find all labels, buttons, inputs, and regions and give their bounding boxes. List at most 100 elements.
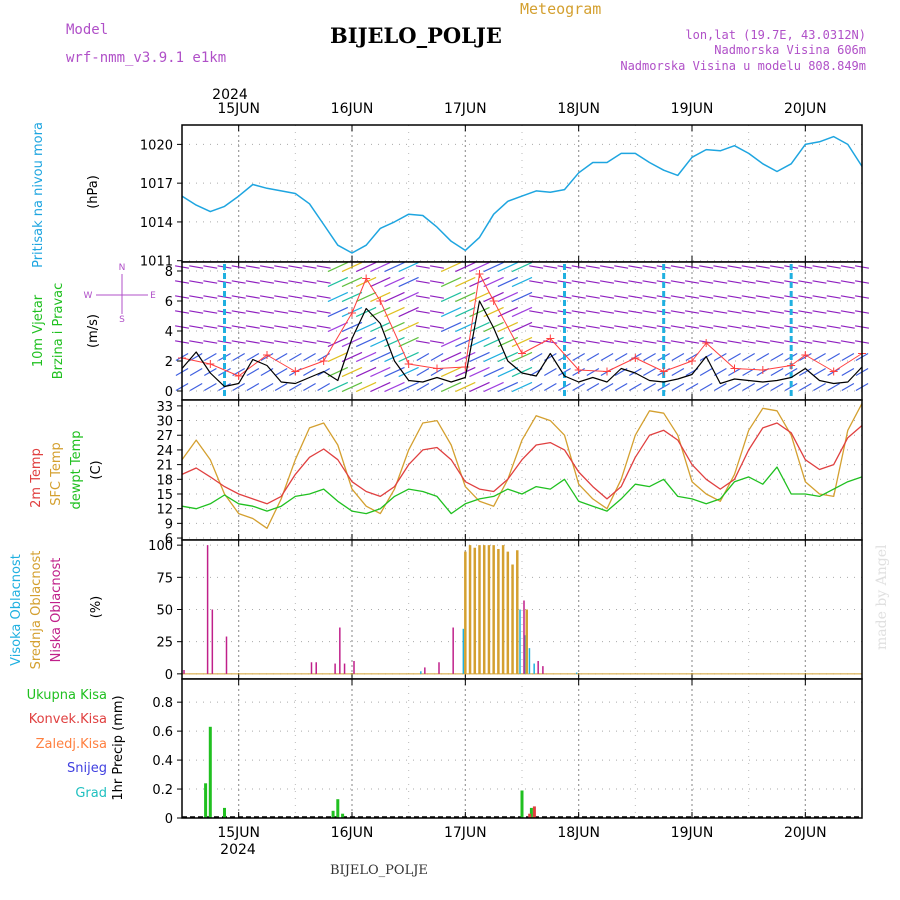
wind-arrow bbox=[812, 325, 827, 329]
wind-label-1: 10m Vjetar bbox=[31, 294, 46, 367]
wind-arrow bbox=[327, 381, 349, 393]
pressure-ytick-label: 1014 bbox=[140, 216, 173, 231]
wind-arrow bbox=[302, 280, 317, 284]
wind-arrow bbox=[455, 306, 476, 318]
wind-arrow bbox=[203, 382, 217, 392]
wind-arrow bbox=[232, 382, 246, 392]
day-label-bottom-16jun: 16JUN bbox=[331, 825, 374, 841]
wind-arrow bbox=[231, 295, 246, 299]
rain-conv-bar bbox=[528, 813, 532, 818]
wind-arrow bbox=[585, 310, 600, 314]
wind-arrow bbox=[812, 265, 827, 269]
wind-arrow bbox=[288, 340, 303, 344]
wind-arrow bbox=[826, 340, 841, 344]
wind-arrow bbox=[384, 321, 405, 333]
temperature-ytick-label: 27 bbox=[156, 429, 173, 444]
wind-arrow bbox=[355, 366, 377, 378]
wind-arrow bbox=[469, 261, 490, 273]
wind-arrow bbox=[827, 382, 841, 392]
wind-arrow bbox=[370, 351, 391, 363]
wind-arrow bbox=[288, 280, 303, 284]
wind-arrow bbox=[755, 325, 770, 329]
wind-arrow bbox=[727, 310, 742, 314]
precip-ytick-label: 0.6 bbox=[152, 725, 173, 740]
wind-arrow bbox=[316, 265, 331, 269]
wind-arrow bbox=[189, 280, 204, 284]
wind-arrow bbox=[614, 325, 629, 329]
day-label-bottom-15jun: 15JUN bbox=[217, 825, 260, 841]
day-label-top-16jun: 16JUN bbox=[331, 101, 374, 117]
temperature-ytick-label: 15 bbox=[156, 488, 173, 503]
wind-arrow bbox=[303, 367, 316, 377]
wind-arrow bbox=[398, 291, 419, 303]
precip-ytick-label: 0 bbox=[165, 812, 173, 827]
wind-arrow bbox=[245, 295, 260, 299]
wind-arrow bbox=[440, 351, 462, 363]
wind-arrow bbox=[497, 351, 519, 363]
wind-arrow bbox=[727, 280, 742, 284]
clouds-ytick-label: 25 bbox=[156, 636, 173, 651]
gust-marker bbox=[489, 297, 498, 305]
wind-arrow bbox=[727, 265, 742, 269]
wind-ytick-label: 2 bbox=[165, 355, 173, 370]
compass-s: S bbox=[119, 315, 125, 325]
wind-arrow bbox=[497, 366, 519, 378]
wind-arrow bbox=[398, 261, 419, 273]
wind-arrow bbox=[841, 367, 855, 377]
wind-arrow bbox=[189, 382, 203, 392]
wind-arrow bbox=[274, 325, 289, 329]
temperature-ytick-label: 12 bbox=[156, 503, 173, 518]
temp-sfc-label: SFC Temp bbox=[49, 442, 64, 506]
wind-arrow bbox=[302, 340, 317, 344]
temperature-ytick-label: 33 bbox=[156, 400, 173, 415]
wind-arrow bbox=[469, 321, 490, 333]
wind-arrow bbox=[543, 367, 557, 377]
gust-marker bbox=[518, 349, 526, 358]
cloud-high-label: Visoka Oblacnost bbox=[9, 554, 24, 666]
wind-arrow bbox=[585, 280, 600, 284]
wind-arrow bbox=[189, 265, 204, 269]
wind-arrow bbox=[259, 295, 275, 299]
clouds-ytick-label: 50 bbox=[156, 604, 173, 619]
rain-total-bar bbox=[336, 799, 340, 818]
wind-arrow bbox=[469, 336, 490, 348]
wind-arrow bbox=[671, 352, 685, 362]
wind-labels: 10m Vjetar Brzina i Pravac (m/s) N S W E bbox=[31, 263, 156, 379]
wind-arrow bbox=[742, 352, 756, 362]
wind-arrow bbox=[203, 310, 218, 314]
wind-arrow bbox=[440, 381, 462, 393]
gust-marker bbox=[829, 367, 838, 376]
wind-arrow bbox=[341, 381, 363, 393]
wind-arrow bbox=[440, 336, 462, 348]
wind-arrow bbox=[798, 310, 813, 314]
wind-arrow bbox=[614, 352, 628, 362]
wind-arrow bbox=[614, 280, 629, 284]
wind-arrow bbox=[628, 340, 643, 344]
wind-arrow bbox=[699, 295, 714, 299]
wind-arrow bbox=[259, 325, 275, 329]
wind-arrow bbox=[246, 352, 260, 362]
wind-arrow bbox=[741, 295, 756, 299]
wind-arrow bbox=[327, 366, 349, 378]
day-label-top-18jun: 18JUN bbox=[557, 101, 600, 117]
wind-arrow bbox=[497, 276, 519, 288]
wind-arrow bbox=[370, 366, 391, 378]
wind-arrow bbox=[260, 382, 274, 392]
wind-arrow bbox=[529, 382, 543, 392]
wind-arrow bbox=[274, 280, 289, 284]
wind-arrow bbox=[614, 310, 629, 314]
rain-total-bar bbox=[208, 726, 212, 818]
wind-arrow bbox=[189, 295, 204, 299]
wind-arrow bbox=[826, 280, 841, 284]
wind-speed-line bbox=[181, 300, 863, 388]
wind-arrow bbox=[628, 280, 643, 284]
wind-arrow bbox=[384, 291, 405, 303]
wind-arrow bbox=[840, 295, 855, 299]
wind-arrow bbox=[586, 367, 600, 377]
wind-arrow bbox=[543, 382, 557, 392]
wind-arrow bbox=[841, 382, 855, 392]
wind-arrow bbox=[429, 325, 445, 329]
wind-arrow bbox=[327, 321, 349, 333]
gust-marker bbox=[404, 360, 413, 368]
